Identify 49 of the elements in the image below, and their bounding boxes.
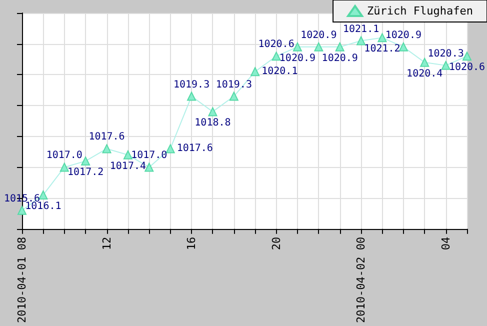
point xyxy=(123,150,132,160)
point xyxy=(166,144,175,154)
data-label: 1017.0 xyxy=(131,150,168,162)
point xyxy=(420,58,430,67)
data-label: 1017.6 xyxy=(176,143,213,154)
point xyxy=(462,52,472,61)
point xyxy=(187,92,196,101)
data-label: 1020.4 xyxy=(406,68,443,80)
point xyxy=(102,144,112,154)
point xyxy=(208,107,218,116)
point xyxy=(272,52,281,61)
x-tick-label: 2010-04-01 08 xyxy=(16,236,28,323)
x-tick-label: 16 xyxy=(185,236,198,250)
data-label: 1019.3 xyxy=(173,79,210,90)
data-label: 1017.6 xyxy=(88,132,125,143)
x-tick-label: 2010-04-02 00 xyxy=(354,236,368,323)
point xyxy=(18,206,26,215)
x-tick-label: 04 xyxy=(439,236,452,250)
x-tick-label: 12 xyxy=(100,236,114,250)
x-tick-label: 20 xyxy=(270,236,283,250)
data-label: 1020.1 xyxy=(262,66,298,78)
data-label: 1020.3 xyxy=(428,48,464,60)
point xyxy=(441,60,450,70)
point xyxy=(292,42,302,52)
legend-label: Zürich Flughafen xyxy=(367,4,474,18)
data-label: 1018.8 xyxy=(194,118,231,129)
point xyxy=(60,162,69,172)
data-label: 1019.3 xyxy=(216,79,252,90)
data-label: 1017.4 xyxy=(110,160,146,172)
point xyxy=(144,162,154,172)
point xyxy=(38,190,48,200)
data-label: 1017.2 xyxy=(68,167,104,178)
point xyxy=(229,92,238,101)
data-label: 1020.9 xyxy=(385,30,422,41)
point xyxy=(356,36,366,46)
data-label: 1021.1 xyxy=(342,24,380,35)
data-label: 1020.9 xyxy=(279,52,316,64)
point xyxy=(378,33,387,42)
point xyxy=(398,42,408,52)
data-label: 1021.2 xyxy=(364,44,400,55)
data-label: 1020.6 xyxy=(448,62,486,74)
data-label: 1020.9 xyxy=(322,52,358,64)
data-label: 1020.6 xyxy=(258,39,294,50)
point xyxy=(314,42,324,52)
point xyxy=(81,156,90,166)
point xyxy=(335,42,344,52)
point xyxy=(250,67,260,76)
data-label: 1017.0 xyxy=(46,150,82,162)
data-label: 1020.9 xyxy=(300,30,337,41)
